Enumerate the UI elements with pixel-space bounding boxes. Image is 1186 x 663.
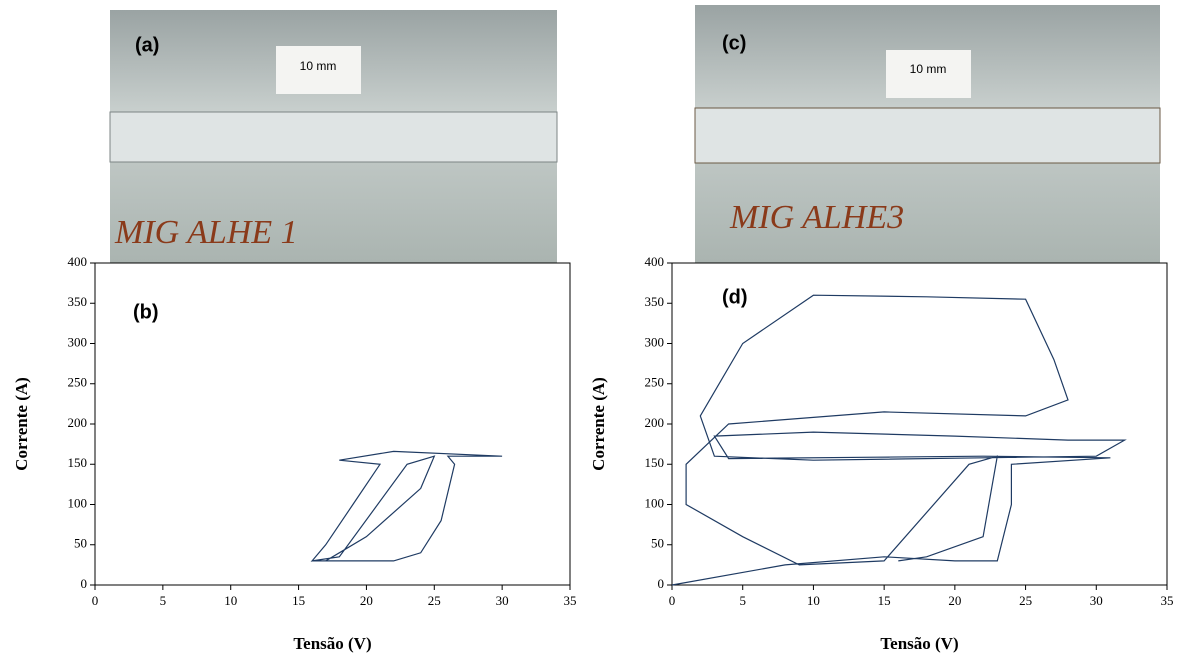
marking: MIG ALHE3	[729, 199, 904, 236]
x-tick-label: 35	[564, 593, 577, 608]
y-tick-label: 200	[645, 415, 665, 430]
panel-label: (d)	[722, 286, 748, 308]
x-tick-label: 5	[160, 593, 167, 608]
x-tick-label: 20	[360, 593, 373, 608]
x-tick-label: 35	[1161, 593, 1174, 608]
y-tick-label: 200	[68, 415, 88, 430]
x-tick-label: 0	[669, 593, 676, 608]
y-tick-label: 250	[645, 375, 665, 390]
y-tick-label: 50	[74, 536, 87, 551]
y-tick-label: 0	[658, 576, 665, 591]
plot-area	[94, 262, 571, 586]
scale-label: 10 mm	[910, 62, 947, 76]
y-axis-label: Corrente (A)	[589, 377, 608, 471]
photo-a: 10 mm (a) MIG ALHE 1	[109, 10, 558, 263]
x-tick-label: 20	[948, 593, 961, 608]
panel-label: (a)	[135, 34, 159, 56]
y-tick-label: 100	[68, 495, 88, 510]
x-tick-label: 15	[878, 593, 891, 608]
y-tick-label: 400	[68, 254, 88, 269]
x-tick-label: 5	[739, 593, 746, 608]
x-axis-label: Tensão (V)	[880, 634, 958, 653]
panel-label: (c)	[722, 32, 746, 54]
y-tick-label: 300	[68, 334, 88, 349]
y-axis-label: Corrente (A)	[12, 377, 31, 471]
y-tick-label: 100	[645, 495, 665, 510]
photo-c: 10 mm (c) MIG ALHE3	[694, 5, 1161, 263]
x-tick-label: 25	[1019, 593, 1032, 608]
x-tick-label: 10	[807, 593, 820, 608]
y-tick-label: 250	[68, 375, 88, 390]
scale-label: 10 mm	[300, 59, 337, 73]
x-tick-label: 30	[1090, 593, 1103, 608]
y-tick-label: 400	[645, 254, 665, 269]
x-tick-label: 0	[92, 593, 99, 608]
y-tick-label: 300	[645, 334, 665, 349]
x-tick-label: 30	[496, 593, 509, 608]
cyclogram-line	[310, 450, 503, 562]
y-tick-label: 0	[81, 576, 88, 591]
y-tick-label: 350	[645, 294, 665, 309]
plot-area	[671, 262, 1168, 586]
x-axis-label: Tensão (V)	[293, 634, 371, 653]
cyclogram-line	[671, 294, 1127, 586]
y-tick-label: 50	[651, 536, 664, 551]
marking: MIG ALHE 1	[114, 214, 298, 251]
x-tick-label: 25	[428, 593, 441, 608]
y-tick-label: 150	[68, 455, 88, 470]
x-tick-label: 15	[292, 593, 305, 608]
panel-label: (b)	[133, 301, 159, 323]
y-tick-label: 350	[68, 294, 88, 309]
x-tick-label: 10	[224, 593, 237, 608]
y-tick-label: 150	[645, 455, 665, 470]
